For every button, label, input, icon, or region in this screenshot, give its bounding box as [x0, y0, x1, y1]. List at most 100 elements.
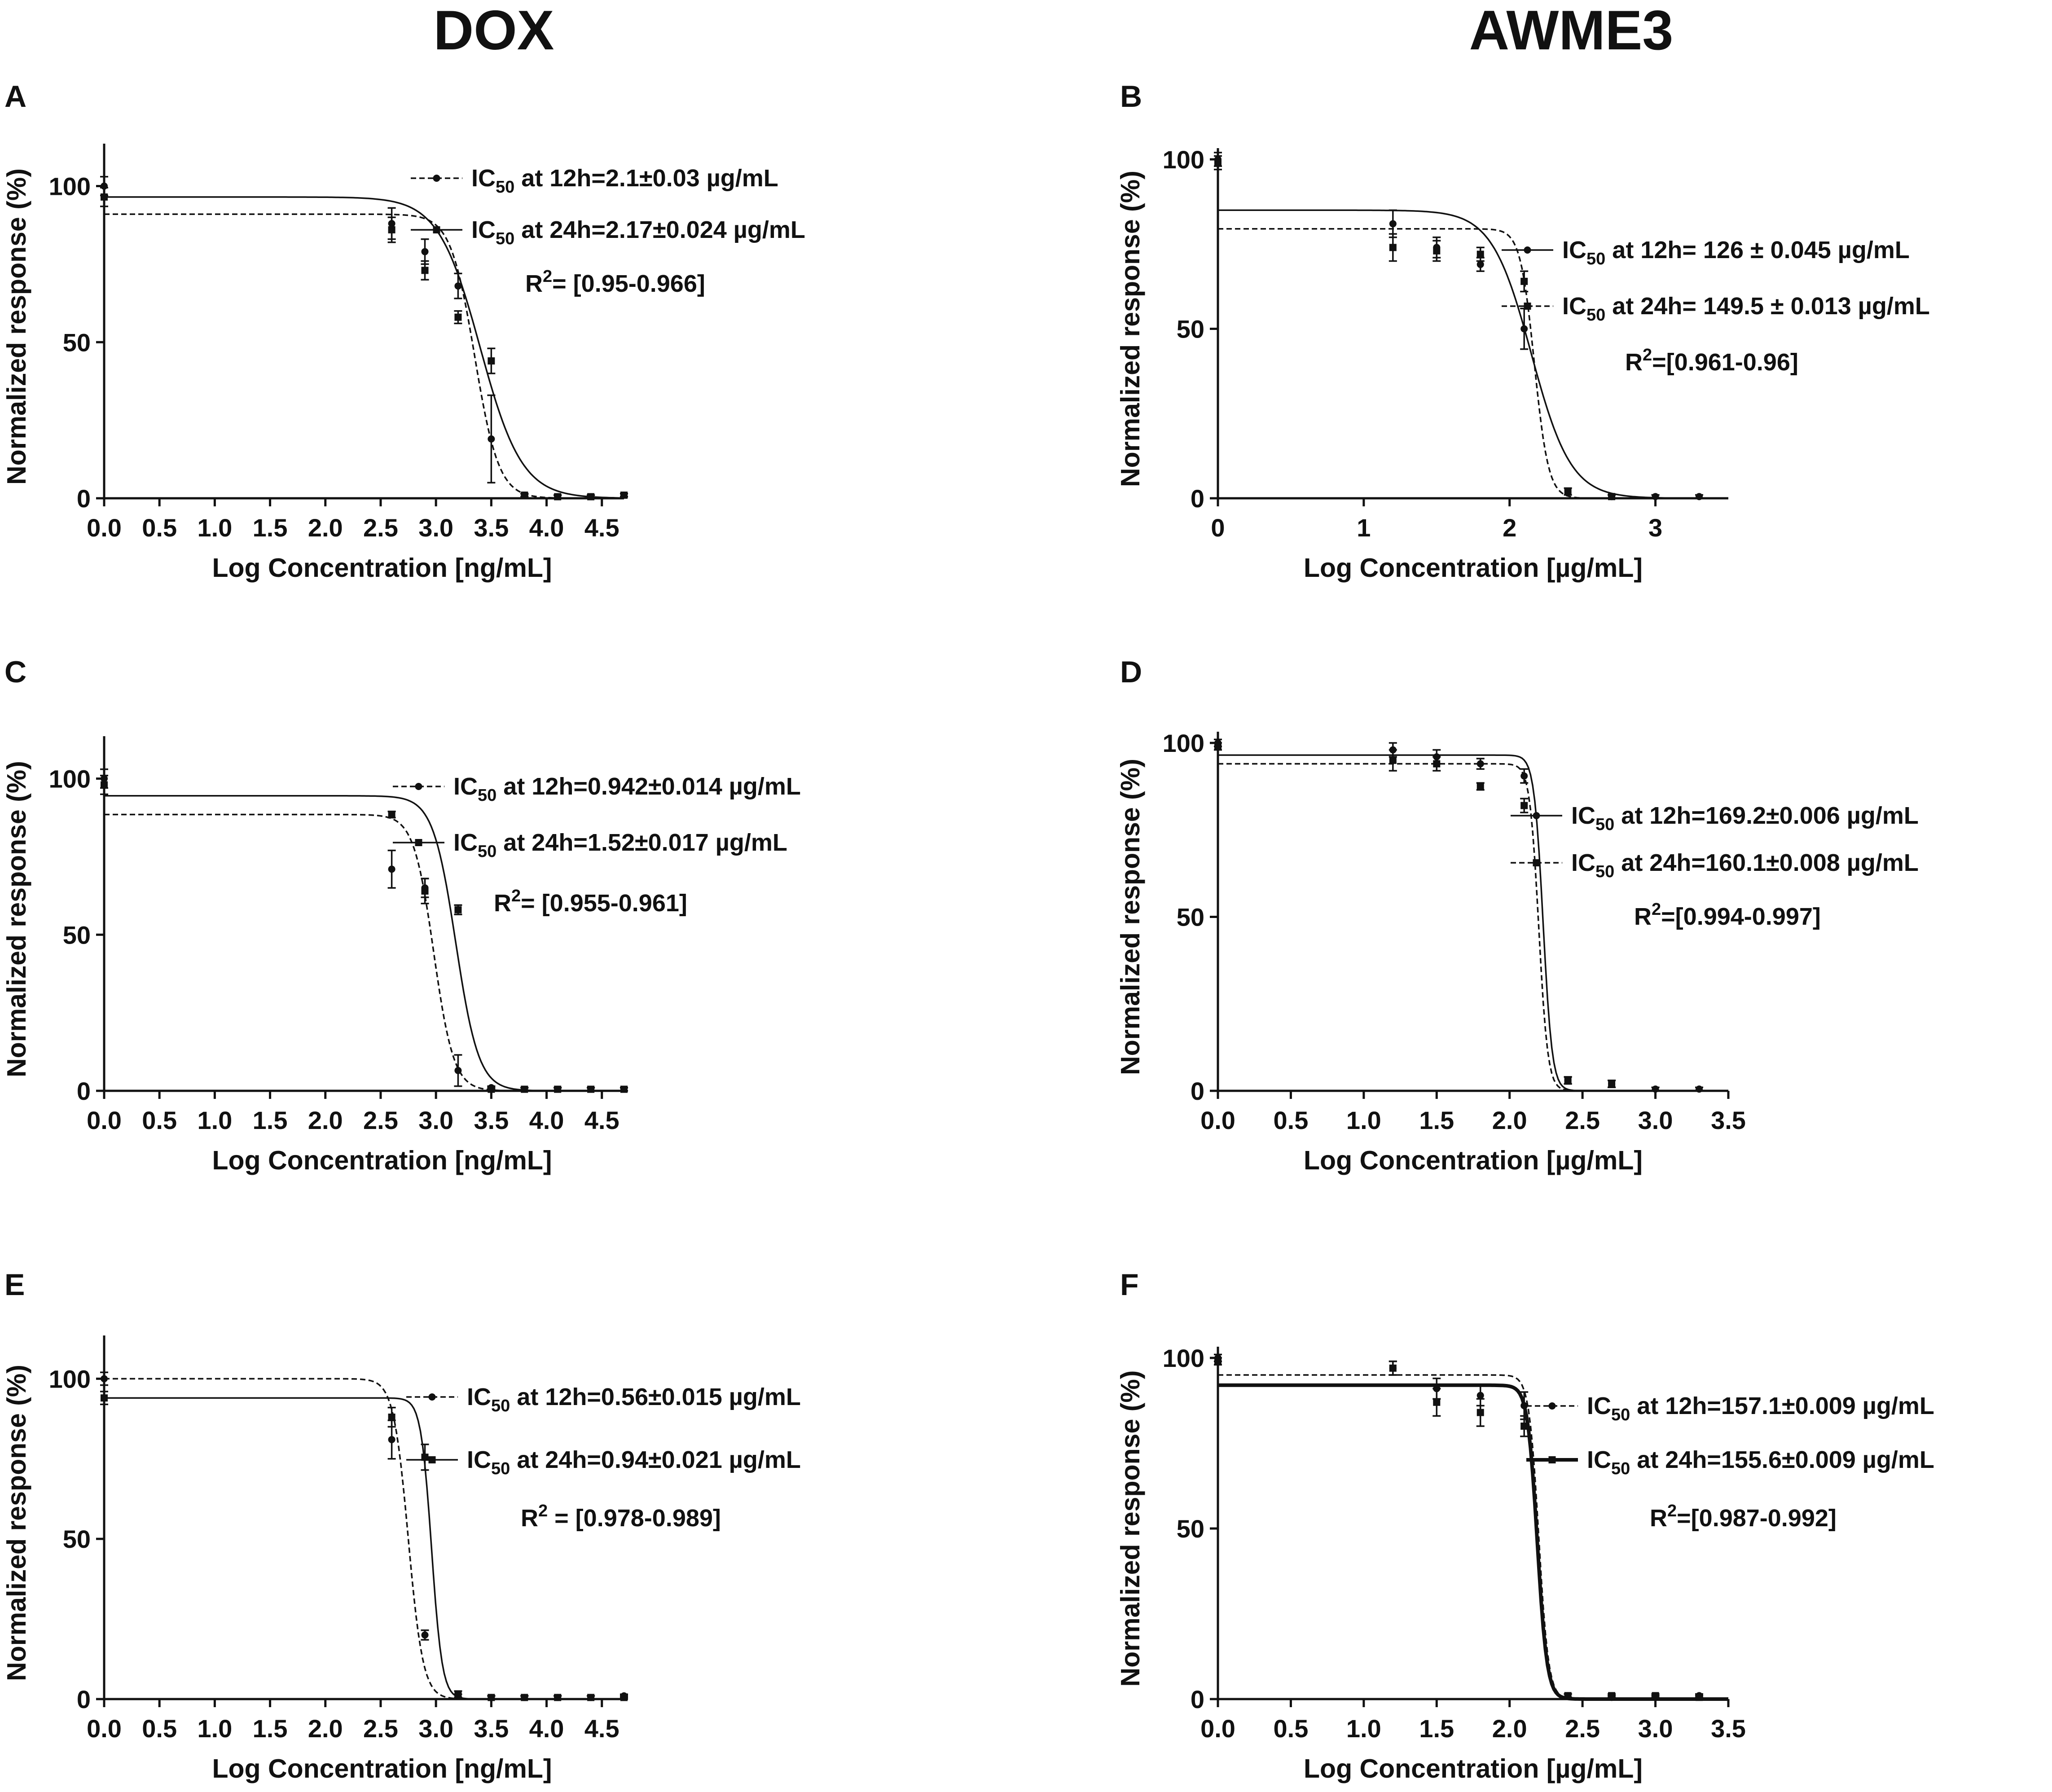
x-tick-label: 2 [1503, 514, 1516, 542]
legend-label-rest: at 12h=0.56±0.015 µg/mL [510, 1384, 801, 1410]
data-point-square [1520, 802, 1528, 809]
x-tick-label: 3.5 [1711, 1106, 1746, 1134]
y-tick-label: 100 [1163, 1344, 1204, 1372]
data-point-square [488, 1694, 495, 1701]
data-point-square [521, 492, 528, 499]
data-point-circle [1389, 220, 1397, 228]
data-point-circle [421, 248, 429, 255]
panel-letter: D [1120, 655, 1142, 689]
legend-label: IC50 at 24h=160.1±0.008 µg/mL [1571, 849, 1919, 881]
fit-curve-12h [1218, 1374, 1728, 1700]
legend-label-ic: IC [467, 1446, 491, 1473]
data-point-square [1608, 1080, 1616, 1088]
legend-label: IC50 at 12h=169.2±0.006 µg/mL [1571, 802, 1919, 834]
x-axis-title: Log Concentration [µg/mL] [1304, 553, 1643, 583]
data-point-square [1608, 1692, 1616, 1700]
data-point-square [421, 267, 429, 274]
legend-label: IC50 at 12h=0.56±0.015 µg/mL [467, 1384, 801, 1415]
legend-label-ic: IC [1587, 1392, 1611, 1419]
panel-letter: C [4, 655, 26, 689]
x-tick-label: 0.0 [87, 1106, 122, 1134]
legend-marker-square [428, 1456, 436, 1463]
panel-letter: A [4, 79, 26, 114]
panel-c: C 0 50 100 0.0 0.5 1.0 1.5 2.0 2.5 3.0 3.5 4.0 4.5 Log… [2, 655, 801, 1175]
y-tick-label: 100 [49, 172, 91, 201]
legend-label-rest: at 24h=155.6±0.009 µg/mL [1630, 1446, 1934, 1473]
legend-label: IC50 at 12h=157.1±0.009 µg/mL [1587, 1392, 1934, 1424]
legend-label-sub: 50 [1595, 815, 1614, 834]
data-point-circle [1696, 493, 1703, 501]
x-tick-label: 2.0 [1492, 1106, 1527, 1134]
data-point-square [587, 493, 595, 501]
y-tick-label: 0 [77, 484, 91, 513]
legend-label-sub: 50 [1586, 306, 1605, 325]
x-tick-label: 0.5 [1273, 1714, 1308, 1743]
fit-curve-24h [104, 795, 624, 1092]
fit-curve-12h [1218, 209, 1728, 499]
data-point-square [1564, 488, 1572, 495]
r-squared-range: = [0.978-0.989] [548, 1505, 721, 1532]
legend-label-rest: at 12h=2.1±0.03 µg/mL [514, 165, 778, 192]
column-title-dox: DOX [434, 0, 554, 61]
fit-curve-24h [104, 196, 624, 499]
data-point-square [1214, 159, 1222, 167]
x-tick-label: 1.5 [253, 514, 288, 542]
x-tick-label: 1.0 [1346, 1106, 1381, 1134]
x-tick-label: 4.5 [584, 514, 620, 542]
panel-letter: B [1120, 79, 1142, 114]
legend-label-ic: IC [471, 165, 496, 192]
r-squared-r: R [1634, 903, 1652, 930]
x-tick-label: 0.5 [142, 1714, 177, 1743]
data-point-square [620, 1085, 628, 1093]
x-tick-label: 1.5 [253, 1106, 288, 1134]
data-point-square [101, 193, 108, 201]
y-tick-label: 100 [1163, 729, 1204, 757]
x-tick-label: 1.0 [197, 1714, 232, 1743]
legend-label-sub: 50 [1586, 250, 1605, 268]
y-tick-label: 50 [63, 1525, 91, 1553]
x-tick-label: 0.0 [87, 1714, 122, 1743]
data-point-square [521, 1694, 528, 1701]
r-squared-r: R [525, 270, 543, 297]
x-tick-label: 4.0 [529, 1106, 564, 1134]
x-tick-label: 4.5 [584, 1714, 620, 1743]
legend-label-rest: at 12h=157.1±0.009 µg/mL [1630, 1392, 1934, 1419]
x-tick-label: 3.0 [418, 1106, 453, 1134]
legend-label-rest: at 12h=0.942±0.014 µg/mL [497, 773, 801, 800]
x-tick-label: 1.5 [253, 1714, 288, 1743]
data-point-square [1476, 782, 1484, 790]
legend-label-ic: IC [1571, 849, 1595, 876]
column-title-awme3: AWME3 [1469, 0, 1674, 61]
legend-label-ic: IC [453, 829, 478, 856]
data-point-square [554, 1694, 562, 1701]
x-tick-label: 3.0 [1638, 1106, 1673, 1134]
x-tick-label: 3.0 [418, 514, 453, 542]
data-point-square [1214, 1357, 1222, 1365]
data-point-circle [1476, 261, 1484, 268]
data-point-square [454, 906, 462, 914]
data-point-square [488, 1085, 495, 1093]
legend-label-ic: IC [471, 216, 496, 243]
legend-marker-circle [1533, 812, 1540, 819]
legend-label-rest: at 24h= 149.5 ± 0.013 µg/mL [1605, 293, 1930, 320]
data-point-circle [421, 1631, 429, 1639]
x-tick-label: 2.5 [1565, 1714, 1600, 1743]
y-tick-label: 100 [49, 765, 91, 793]
panel-f: F 0 50 100 0.0 0.5 1.0 1.5 2.0 2.5 3.0 3.5 Log Conce… [1116, 1268, 1934, 1783]
r-squared-r: R [1625, 349, 1643, 376]
y-tick-label: 0 [1191, 484, 1204, 513]
legend-label: IC50 at 24h=155.6±0.009 µg/mL [1587, 1446, 1934, 1478]
legend-marker-square [1524, 303, 1531, 310]
y-axis-title: Normalized response (%) [2, 761, 31, 1077]
panel-letter: E [4, 1268, 25, 1302]
data-point-square [388, 811, 395, 818]
legend-label: IC50 at 24h= 149.5 ± 0.013 µg/mL [1562, 293, 1930, 325]
panel-e: E 0 50 100 0.0 0.5 1.0 1.5 2.0 2.5 3.0 3.5 4.0 4.5 Log… [2, 1268, 801, 1783]
r-squared-sup: 2 [538, 1502, 548, 1520]
data-point-circle [1520, 325, 1528, 333]
data-point-square [1652, 1692, 1659, 1700]
y-axis-title: Normalized response (%) [1116, 1370, 1145, 1687]
fit-curve-24h [1218, 228, 1728, 499]
x-tick-label: 2.0 [1492, 1714, 1527, 1743]
